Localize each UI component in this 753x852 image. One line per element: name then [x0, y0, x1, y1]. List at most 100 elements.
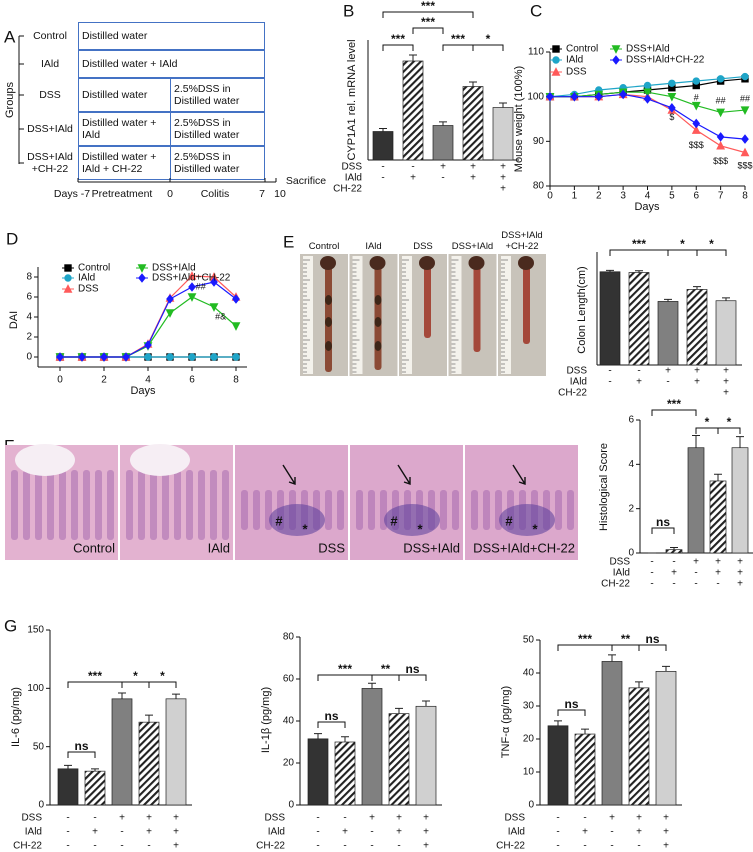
- condition-sign: +: [500, 162, 506, 173]
- condition-sign: +: [146, 813, 152, 824]
- significance-label: ns: [405, 662, 419, 676]
- treatment-box: Distilled water + IAld: [78, 50, 265, 78]
- arrow: [282, 464, 296, 485]
- crypt: [368, 490, 375, 530]
- significance-label: ***: [421, 0, 435, 13]
- legend-marker: [64, 264, 72, 272]
- histology-label: Control: [73, 540, 115, 555]
- bar: [709, 480, 727, 554]
- condition-sign: +: [119, 813, 125, 824]
- colon-cecum: [419, 256, 435, 270]
- annotation: $: [669, 112, 674, 122]
- bar: [731, 447, 749, 554]
- condition-sign: -: [716, 579, 719, 590]
- condition-sign: -: [583, 841, 586, 852]
- histology-marker: #: [505, 513, 513, 528]
- error-bar: [608, 654, 616, 662]
- crypt: [325, 490, 332, 530]
- condition-sign: -: [583, 813, 586, 824]
- y-tick-label: 50: [523, 635, 535, 646]
- y-axis-label: CYP1A1 rel. mRNA level: [346, 39, 358, 160]
- crypt: [35, 470, 42, 540]
- point: [166, 353, 174, 361]
- colon-photo-label: DSS+IAld +CH-22: [501, 230, 543, 252]
- condition-sign: +: [723, 377, 729, 388]
- condition-sign: +: [423, 841, 429, 852]
- histology-label: IAld: [208, 540, 230, 555]
- timeline-label: 7: [259, 188, 265, 200]
- ruler: [402, 256, 412, 374]
- treatment-box: 2.5%DSS in Distilled water: [170, 146, 265, 180]
- colon-pellet: [374, 295, 382, 305]
- crypt: [11, 470, 18, 540]
- crypt: [253, 490, 260, 530]
- bar: [601, 661, 623, 806]
- condition-sign: -: [556, 813, 559, 824]
- point: [667, 92, 677, 102]
- y-tick-label: 90: [533, 136, 545, 147]
- condition-sign: +: [440, 162, 446, 173]
- significance-label: *: [133, 669, 138, 683]
- error-bar: [499, 102, 507, 108]
- significance-label: ***: [667, 397, 681, 411]
- point: [78, 352, 86, 362]
- timeline-label: Sacrifice: [286, 175, 326, 187]
- error-bar: [581, 728, 589, 735]
- group-name: DSS: [39, 88, 61, 101]
- x-axis-label: Days: [130, 385, 156, 397]
- condition-sign: -: [610, 841, 613, 852]
- significance-label: ns: [74, 739, 88, 753]
- y-axis-label: Mouse weight (100%): [513, 66, 525, 172]
- condition-label: IAld: [570, 377, 587, 388]
- panel-letter: A: [4, 27, 16, 46]
- condition-sign: -: [672, 579, 675, 590]
- annotation: ##: [196, 281, 206, 291]
- crypt: [452, 490, 459, 530]
- condition-sign: +: [396, 827, 402, 838]
- annotation: $$$: [713, 156, 728, 166]
- condition-sign: +: [369, 813, 375, 824]
- bar: [111, 698, 133, 806]
- y-tick-label: 40: [283, 716, 295, 727]
- y-tick-label: 100: [527, 91, 544, 102]
- colon-photo-label-frame: DSS+IAld: [451, 240, 494, 252]
- condition-sign: +: [693, 557, 699, 568]
- crypt: [186, 470, 193, 540]
- legend-marker: [138, 273, 146, 283]
- significance-bracket: [557, 709, 586, 716]
- point: [740, 106, 750, 115]
- significance-bracket: [651, 409, 697, 416]
- condition-sign: +: [737, 557, 743, 568]
- legend-marker: [552, 45, 560, 53]
- colon-cecum: [369, 256, 386, 270]
- bar: [57, 768, 79, 806]
- colon-photo-label: DSS+IAld: [451, 240, 494, 252]
- significance-bracket: [638, 644, 667, 651]
- error-bar: [662, 665, 670, 672]
- x-tick-label: 4: [145, 375, 151, 386]
- error-bar: [91, 768, 99, 772]
- legend-label: IAld: [78, 273, 95, 284]
- condition-sign: -: [120, 827, 123, 838]
- inflammation: [384, 504, 440, 536]
- significance-label: ***: [451, 32, 465, 46]
- condition-sign: +: [470, 173, 476, 184]
- y-axis-label: TNF-α (pg/mg): [500, 686, 512, 758]
- condition-sign: -: [650, 579, 653, 590]
- colon: [473, 264, 481, 352]
- panel-letter: B: [343, 1, 354, 20]
- significance-label: ns: [656, 515, 670, 529]
- condition-sign: -: [381, 173, 384, 184]
- annotation: #: [694, 92, 699, 102]
- condition-sign: -: [666, 377, 669, 388]
- histology-image: [350, 445, 463, 560]
- panel-letter: C: [530, 1, 542, 20]
- point: [716, 108, 726, 118]
- point: [209, 303, 219, 312]
- condition-sign: -: [381, 162, 384, 173]
- x-tick-label: 0: [57, 375, 63, 386]
- error-bar: [145, 714, 153, 723]
- condition-label: CH-22: [558, 388, 587, 399]
- error-bar: [693, 286, 701, 290]
- point: [716, 75, 725, 83]
